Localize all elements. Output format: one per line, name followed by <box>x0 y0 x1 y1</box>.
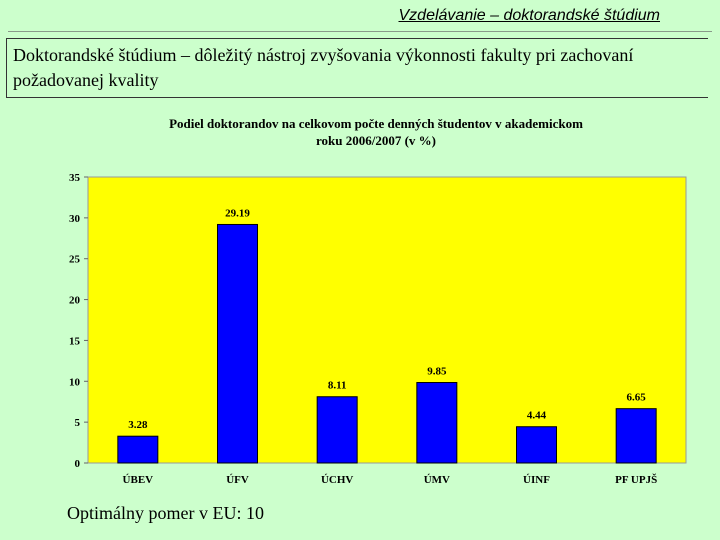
footnote: Optimálny pomer v EU: 10 <box>67 503 264 523</box>
y-tick-label: 15 <box>69 335 81 347</box>
x-tick-label: ÚMV <box>424 474 450 486</box>
y-tick-label: 35 <box>69 172 81 184</box>
data-label: 6.65 <box>627 392 647 404</box>
bar-ÚMV <box>416 382 458 464</box>
data-label: 8.11 <box>328 380 347 392</box>
plot-area <box>87 176 687 464</box>
y-tick-label: 10 <box>69 376 81 388</box>
data-label: 29.19 <box>225 207 250 219</box>
y-tick-label: 0 <box>75 458 81 470</box>
x-tick-label: ÚCHV <box>321 474 353 486</box>
chart-title-line-1: Podiel doktorandov na celkovom počte den… <box>169 116 583 131</box>
chart-title-line-2: roku 2006/2007 (v %) <box>316 133 436 148</box>
slide-title: Vzdelávanie – doktorandské štúdium <box>398 7 661 24</box>
x-tick-label: ÚBEV <box>123 474 154 486</box>
x-tick-label: PF UPJŠ <box>615 473 657 486</box>
data-label: 3.28 <box>128 419 148 431</box>
bar-ÚCHV <box>316 396 358 464</box>
bar-ÚBEV <box>117 435 159 464</box>
title-divider <box>8 31 712 32</box>
bar-chart: Podiel doktorandov na celkovom počte den… <box>69 116 687 486</box>
bar-PF UPJŠ <box>615 408 657 464</box>
x-tick-label: ÚINF <box>523 474 550 486</box>
x-tick-label: ÚFV <box>226 474 249 486</box>
data-label: 4.44 <box>527 410 547 422</box>
bar-ÚINF <box>516 426 557 464</box>
y-tick-label: 20 <box>69 295 81 307</box>
y-tick-label: 30 <box>69 213 81 225</box>
data-label: 9.85 <box>427 366 447 378</box>
highlight-box-text: Doktorandské štúdium – dôležitý nástroj … <box>13 45 634 90</box>
bar-ÚFV <box>217 223 258 464</box>
highlight-box <box>6 38 708 98</box>
y-tick-label: 5 <box>75 417 81 429</box>
y-tick-label: 25 <box>69 254 81 266</box>
